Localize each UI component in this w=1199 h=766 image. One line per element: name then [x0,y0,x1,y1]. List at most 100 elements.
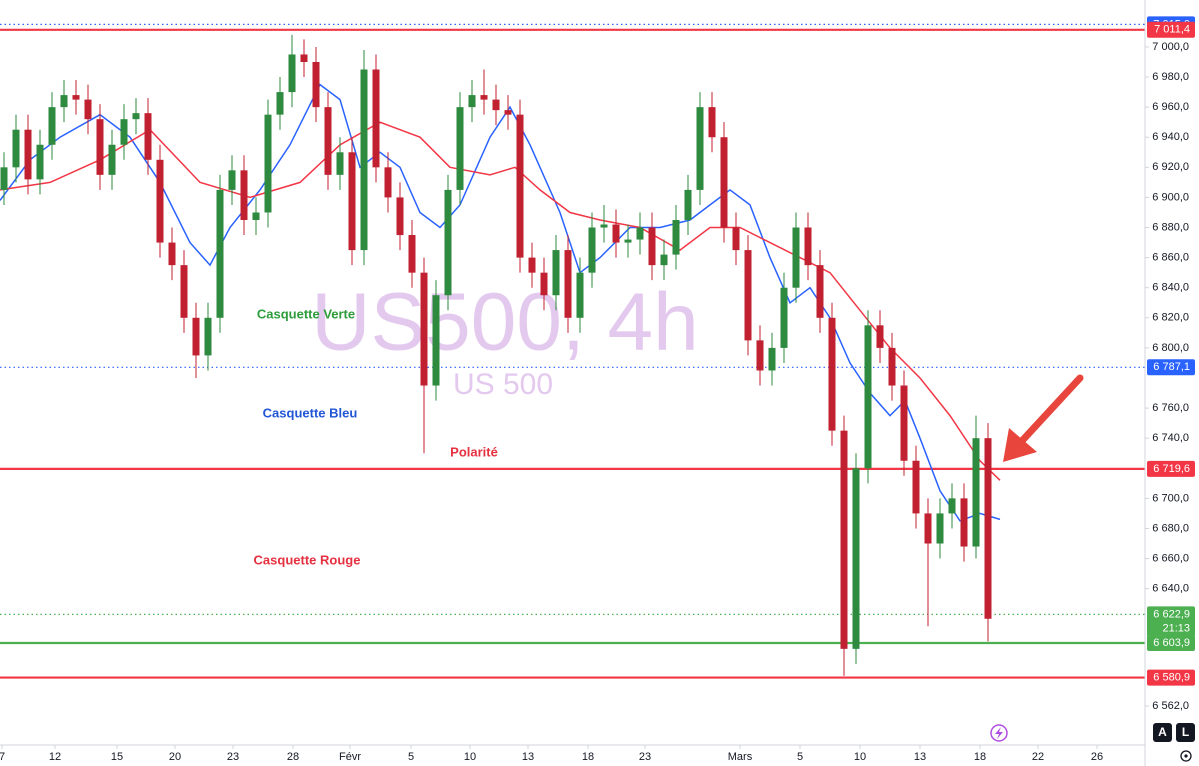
candle-body [156,159,164,243]
candle-body [516,114,524,258]
x-tick-label: 5 [408,751,414,763]
candle-body [372,69,380,168]
candle-body [816,265,824,318]
candle-body [300,54,308,62]
candle-body [864,325,872,469]
y-tick-label: 6 980,0 [1152,71,1189,83]
candle-body [672,219,680,255]
candle-body [828,317,836,431]
y-tick-label: 6 860,0 [1152,252,1189,264]
candle-body [336,152,344,175]
candle-body [192,317,200,356]
candle-body [228,170,236,190]
y-tick-label: 6 562,0 [1152,700,1189,712]
scale-button-label[interactable]: L [1182,725,1189,739]
candle-body [168,242,176,266]
x-tick-label: 12 [49,751,61,763]
y-tick-label: 6 920,0 [1152,161,1189,173]
candle-body [48,107,56,145]
candle-body [120,119,128,145]
candle-body [444,189,452,296]
candle-body [540,272,548,296]
price-badge-label: 7 011,4 [1154,24,1190,36]
price-badge-label: 6 580,9 [1153,671,1190,683]
y-tick-label: 6 660,0 [1152,552,1189,564]
candle-body [288,54,296,93]
y-tick-label: 6 840,0 [1152,282,1189,294]
price-badge [1147,606,1195,637]
candle-body [204,317,212,356]
candle-body [240,170,248,220]
candle-body [468,95,476,108]
candle-body [396,197,404,236]
candle-body [60,95,68,108]
candle-body [876,325,884,348]
x-tick-label: Févr [339,751,361,763]
x-tick-label: Mars [728,751,753,763]
x-tick-label: 10 [854,751,866,763]
x-tick-label: 18 [974,751,986,763]
annotation: Casquette Verte [257,306,355,321]
lightning-icon[interactable] [990,724,1008,742]
price-badge-label: 6 787,1 [1153,361,1190,373]
x-tick-label: 15 [111,751,123,763]
candle-body [24,129,32,180]
candle-body [216,189,224,318]
scale-button[interactable] [1176,723,1195,742]
watermark-sub: US 500 [453,368,553,401]
candle-body [684,189,692,220]
scale-button-label[interactable]: A [1158,725,1167,739]
y-tick-label: 6 820,0 [1152,312,1189,324]
settings-icon[interactable] [1180,750,1192,762]
scale-button[interactable] [1153,723,1172,742]
price-badge [1147,460,1195,477]
candle-body [144,113,152,160]
candle-body [252,212,260,220]
y-tick-label: 6 740,0 [1152,432,1189,444]
x-tick-label: 20 [169,751,181,763]
candle-body [480,95,488,100]
y-tick-label: 6 960,0 [1152,101,1189,113]
annotation: Casquette Bleu [263,405,358,420]
candle-body [276,92,284,115]
x-tick-label: 26 [1091,751,1103,763]
candle-body [84,99,92,120]
candle-body [180,265,188,318]
candle-body [756,340,764,371]
candle-body [660,254,668,266]
candle-body [324,107,332,175]
candle-body [960,498,968,547]
plot-area [0,23,1145,679]
candle-body [36,144,44,180]
candle-body [732,227,740,251]
price-badge [1147,21,1195,38]
annotation: Casquette Rouge [254,552,361,567]
candle-body [924,513,932,544]
moving-average [0,121,1001,481]
candle-body [792,227,800,288]
y-tick-label: 6 880,0 [1152,221,1189,233]
candle-body [600,224,608,228]
candle-body [936,513,944,544]
candle-body [576,272,584,318]
candle-body [528,257,536,273]
candle-body [624,239,632,243]
price-badge-label: 6 622,9 [1153,608,1190,620]
candle-body [360,69,368,251]
watermark: US500, 4h [311,277,699,368]
y-tick-label: 6 680,0 [1152,522,1189,534]
x-tick-label: 13 [914,751,926,763]
x-tick-label: 13 [522,751,534,763]
x-tick-label: 18 [582,751,594,763]
x-tick-label: 23 [227,751,239,763]
candle-body [612,224,620,243]
x-tick-label: 22 [1032,751,1044,763]
candle-body [912,460,920,514]
candle-body [888,347,896,386]
x-tick-label: 28 [287,751,299,763]
arrow [1003,374,1084,462]
annotations: Casquette Verte Casquette Bleu Polarité Cas… [254,306,498,567]
price-badge [1147,634,1195,651]
